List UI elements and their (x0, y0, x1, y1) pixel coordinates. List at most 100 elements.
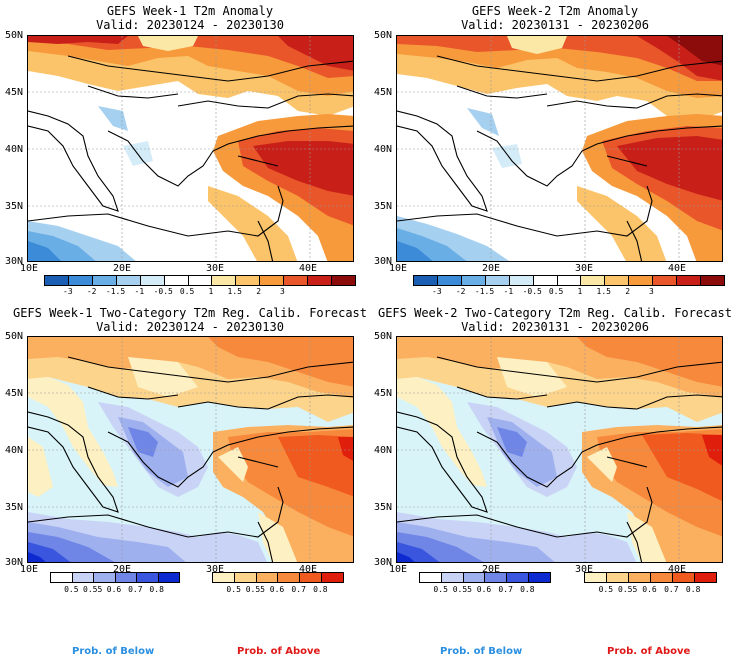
colorbar-tick-label: 1.5 (227, 287, 242, 296)
colorbar-tick-label: 1 (208, 287, 214, 296)
colorbar-tick-label: -1 (503, 287, 514, 296)
colorbar-tick-label: -3 (63, 287, 73, 296)
colorbar-swatch (556, 276, 581, 285)
colorbar-tick-label: 0.8 (313, 585, 328, 594)
colorbar-tick-label: 2 (625, 287, 631, 296)
colorbar-swatch (157, 573, 179, 582)
colorbar-swatch (532, 276, 557, 285)
colorbar-swatch (460, 276, 485, 285)
colorbar-swatch (93, 573, 115, 582)
colorbar-tick-label: 1 (577, 287, 583, 296)
lat-label-30n: 30N (374, 557, 393, 568)
below-colorbar-week2 (419, 572, 551, 583)
lon-label-40e: 40E (668, 263, 687, 274)
lon-label-40e: 40E (668, 564, 687, 575)
colorbar-swatch (420, 573, 441, 582)
colorbar-tick-label: 3 (649, 287, 654, 296)
colorbar-swatch (255, 573, 278, 582)
panel1-valid: Valid: 20230124 - 20230130 (96, 18, 284, 32)
lat-label-40n: 40N (5, 445, 24, 456)
colorbar-swatch (259, 276, 284, 285)
colorbar-swatch (71, 573, 93, 582)
colorbar-swatch (585, 573, 606, 582)
lon-label-20e: 20E (482, 263, 501, 274)
colorbar-tick-label: 0.55 (618, 585, 638, 594)
lon-label-40e: 40E (299, 564, 318, 575)
colorbar-tick-label: 0.5 (598, 585, 614, 594)
colorbar-swatch (508, 276, 533, 285)
lon-label-10e: 10E (389, 263, 408, 274)
colorbar-tick-label: 2 (256, 287, 262, 296)
colorbar-swatch (462, 573, 485, 582)
colorbar-tick-label: 0.55 (452, 585, 472, 594)
colorbar-swatch (211, 276, 236, 285)
lat-label-45n: 45N (5, 87, 24, 98)
lon-label-10e: 10E (389, 564, 408, 575)
above-colorbar-week2 (584, 572, 717, 583)
anomaly-map-week2-graphic (397, 36, 722, 261)
above-colorbar-week1 (212, 572, 344, 583)
colorbar-swatch (604, 276, 629, 285)
panel4-title: GEFS Week-2 Two-Category T2m Reg. Calib.… (377, 306, 732, 320)
colorbar-tick-label: -0.5 (522, 287, 542, 296)
colorbar-tick-label: 0.5 (433, 585, 448, 594)
lon-label-30e: 30E (206, 564, 225, 575)
lat-label-30n: 30N (5, 557, 24, 568)
colorbar-swatch (484, 276, 509, 285)
anomaly-map-week2 (396, 35, 723, 262)
colorbar-swatch (321, 573, 343, 582)
colorbar-tick-label: 0.6 (642, 585, 657, 594)
panel2-title: GEFS Week-2 T2m Anomaly (471, 4, 639, 18)
colorbar-tick-label: -1.5 (105, 287, 126, 296)
colorbar-swatch (440, 573, 463, 582)
colorbar-swatch (91, 276, 116, 285)
colorbar-swatch (652, 276, 677, 285)
colorbar-tick-label: 0.7 (291, 585, 306, 594)
lon-label-10e: 10E (20, 263, 39, 274)
panel1-title: GEFS Week-1 T2m Anomaly (106, 4, 274, 18)
prob-below-label-week2: Prob. of Below (440, 646, 523, 657)
colorbar-swatch (299, 573, 322, 582)
colorbar-swatch (484, 573, 507, 582)
colorbar-tick-label: 1.5 (596, 287, 611, 296)
lon-label-10e: 10E (20, 564, 39, 575)
panel3-valid: Valid: 20230124 - 20230130 (96, 320, 284, 334)
colorbar-swatch (650, 573, 672, 582)
colorbar-tick-label: 0.8 (149, 585, 164, 594)
colorbar-swatch (694, 573, 716, 582)
colorbar-swatch (528, 573, 550, 582)
lon-label-40e: 40E (299, 263, 318, 274)
colorbar-swatch (187, 276, 212, 285)
lat-label-30n: 30N (374, 256, 393, 267)
colorbar-tick-label: -0.5 (153, 287, 173, 296)
colorbar-swatch (580, 276, 605, 285)
below-colorbar-week1 (50, 572, 180, 583)
colorbar-swatch (506, 573, 529, 582)
colorbar-tick-label: -1.5 (474, 287, 495, 296)
prob-above-label-week2: Prob. of Above (607, 646, 691, 657)
colorbar-swatch (700, 276, 724, 285)
lat-label-50n: 50N (374, 331, 393, 342)
colorbar-swatch (45, 276, 68, 285)
lat-label-50n: 50N (5, 331, 24, 342)
colorbar-tick-label: -2 (455, 287, 466, 296)
colorbar-swatch (114, 573, 136, 582)
colorbar-swatch (283, 276, 308, 285)
colorbar-tick-label: 0.6 (476, 585, 492, 594)
colorbar-swatch (307, 276, 332, 285)
colorbar-tick-label: 0.6 (106, 585, 122, 594)
lon-label-30e: 30E (575, 263, 594, 274)
colorbar-tick-label: -1 (134, 287, 145, 296)
prob-above-label-week1: Prob. of Above (237, 646, 321, 657)
colorbar-swatch (67, 276, 92, 285)
panel2-valid: Valid: 20230131 - 20230206 (461, 18, 649, 32)
colorbar-tick-label: 0.55 (245, 585, 265, 594)
colorbar-swatch (331, 276, 355, 285)
colorbar-tick-label: 3 (280, 287, 285, 296)
colorbar-swatch (213, 573, 234, 582)
colorbar-swatch (606, 573, 628, 582)
colorbar-tick-label: 0.5 (226, 585, 241, 594)
probability-map-week2 (396, 336, 723, 563)
colorbar-swatch (235, 276, 260, 285)
anomaly-map-week1-graphic (28, 36, 353, 261)
